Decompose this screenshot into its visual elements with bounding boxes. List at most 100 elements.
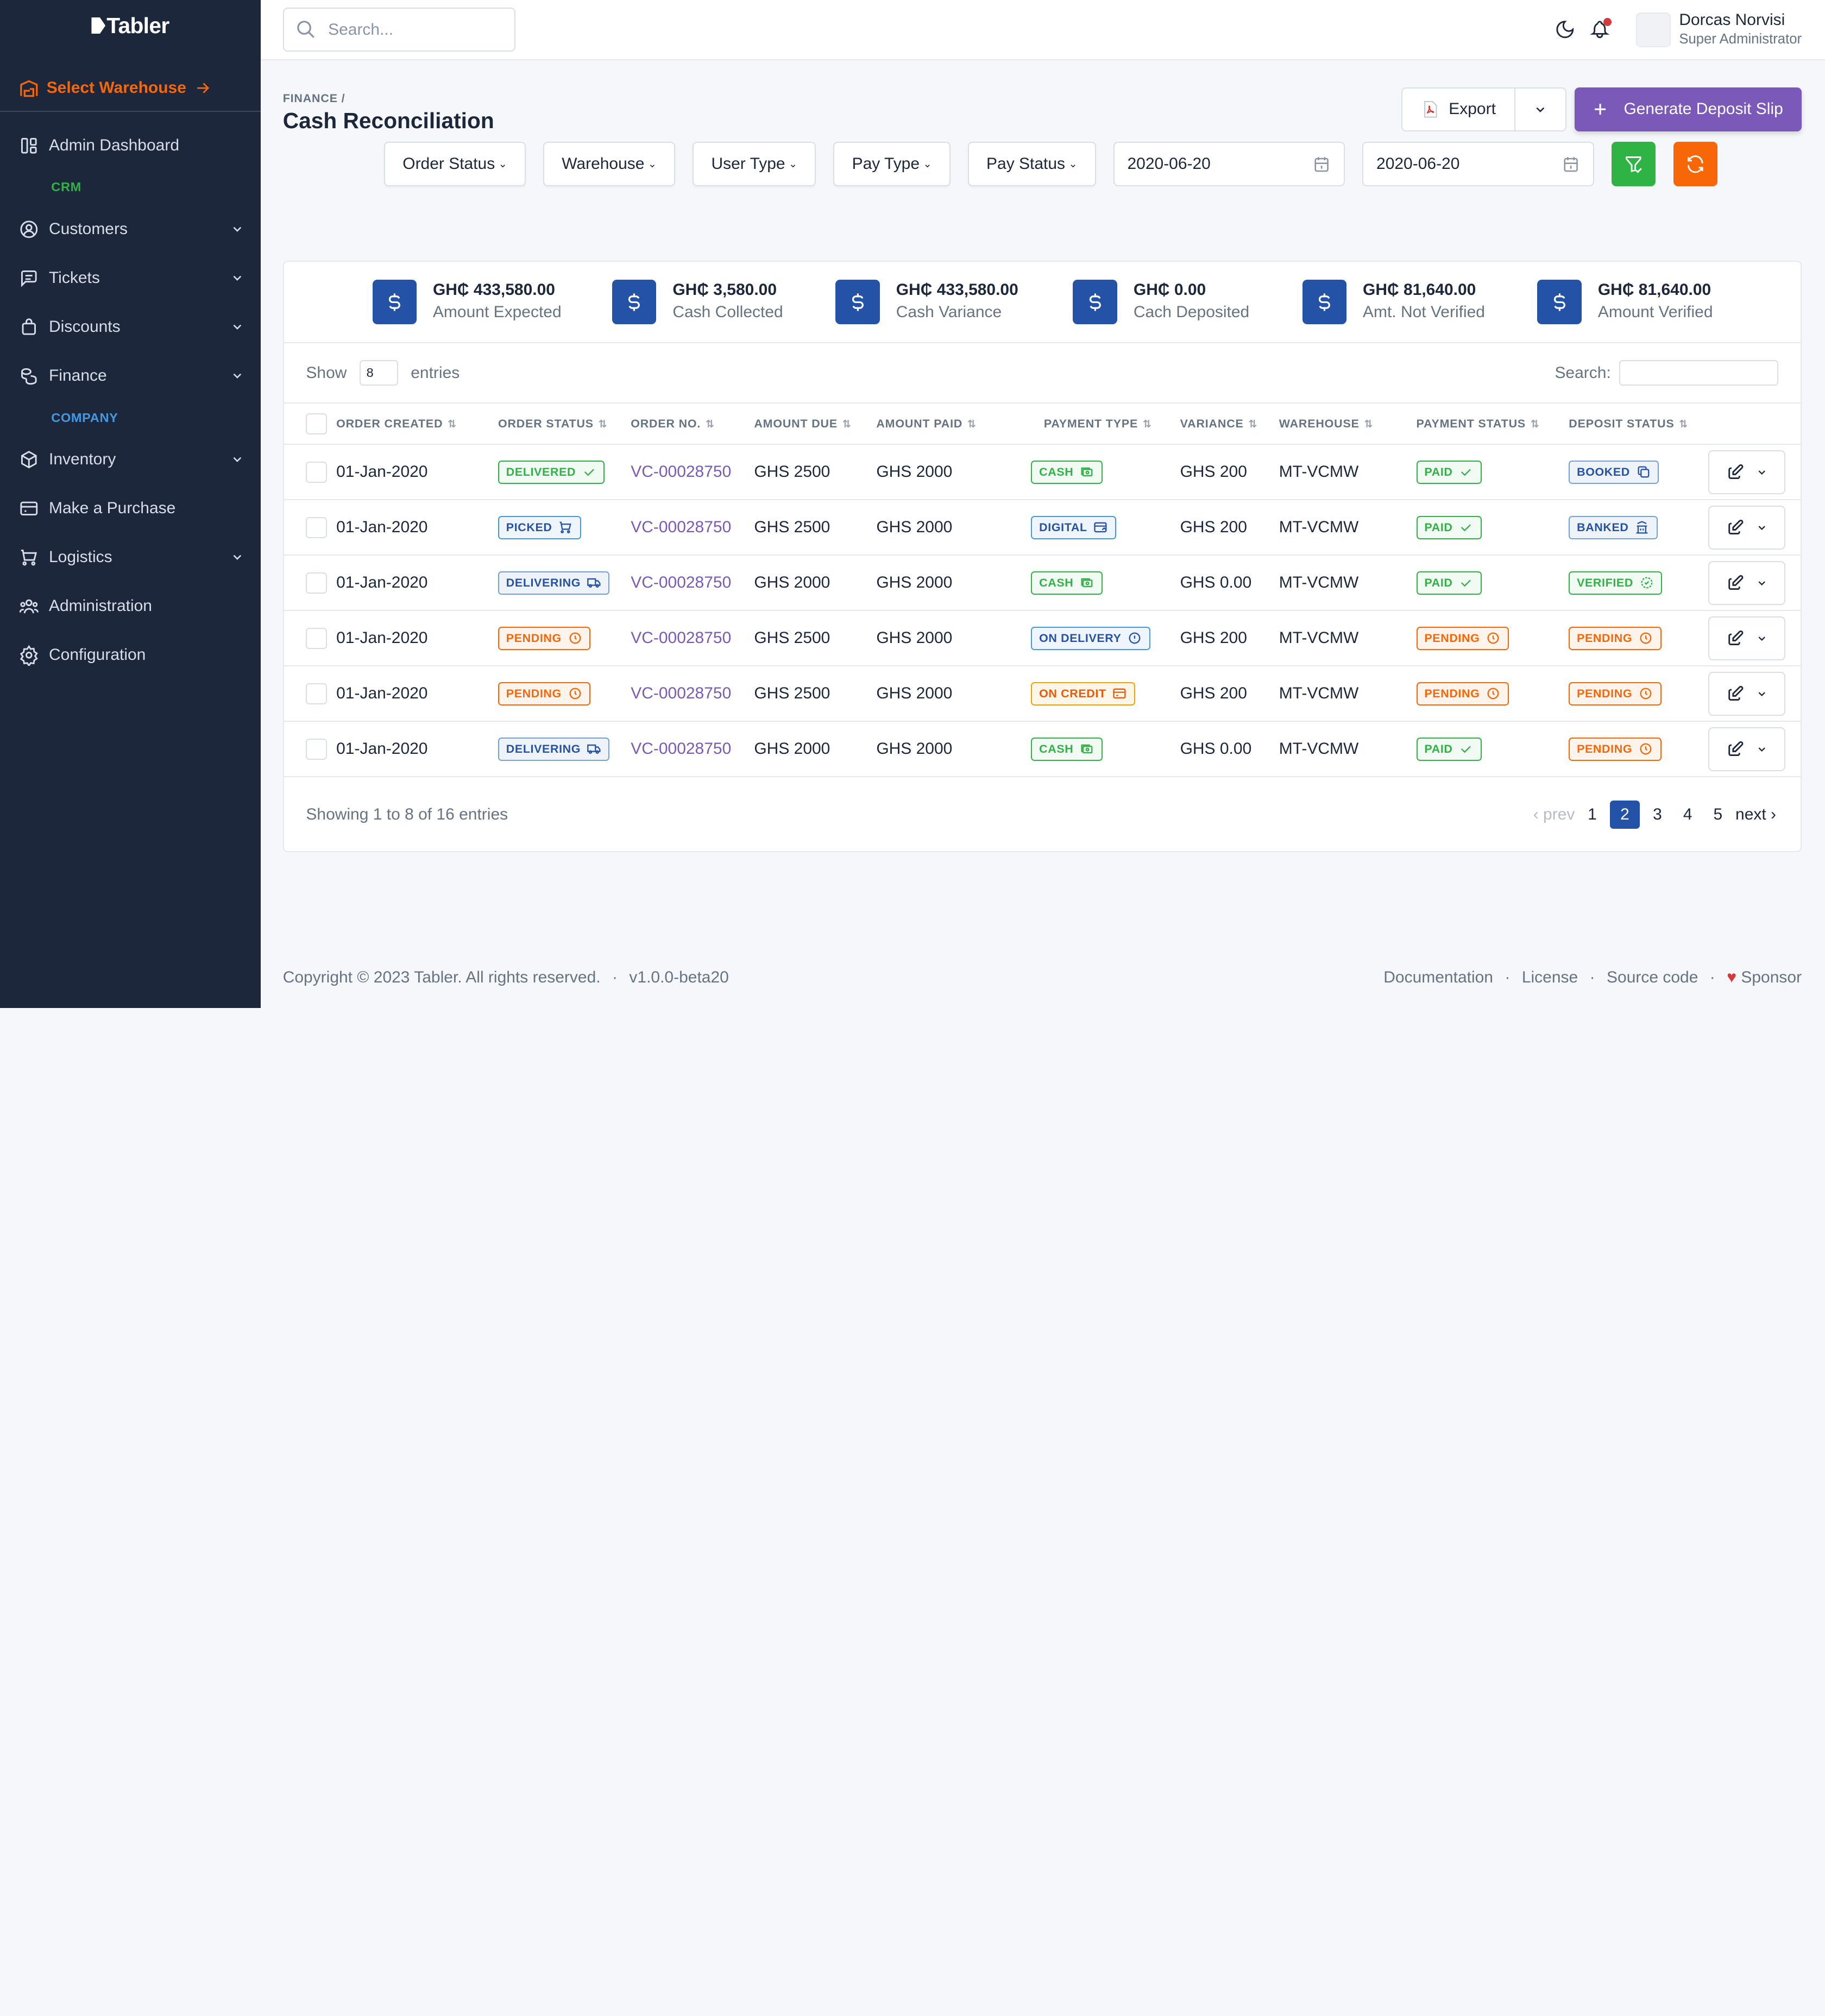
check-icon <box>1458 741 1474 757</box>
search-input[interactable]: Search... <box>282 8 516 52</box>
date-from-input[interactable]: 2020-06-20 <box>1113 142 1345 186</box>
moon-icon[interactable] <box>1552 17 1578 42</box>
column-header[interactable]: AMOUNT PAID ⇅ <box>876 404 1023 445</box>
row-actions-button[interactable] <box>1708 505 1785 550</box>
shopping-bag-icon <box>18 317 40 338</box>
column-header[interactable]: PAYMENT STATUS ⇅ <box>1395 404 1548 445</box>
page-2-button[interactable]: 2 <box>1609 801 1640 829</box>
tabler-logo-icon <box>91 17 106 34</box>
order-number-link[interactable]: VC-00028750 <box>631 740 732 758</box>
sidebar-item-admin-dashboard[interactable]: Admin Dashboard <box>0 121 261 170</box>
sidebar-item-logistics[interactable]: Logistics <box>0 533 261 582</box>
header-actions: Export Generate Deposit Slip <box>1401 87 1802 132</box>
sponsor-link[interactable]: ♥ Sponsor <box>1727 968 1802 986</box>
caret-down-icon: ⌄ <box>1068 159 1078 171</box>
chevron-down-icon <box>1758 525 1766 530</box>
column-header[interactable]: WAREHOUSE ⇅ <box>1258 404 1395 445</box>
chevron-down-icon <box>233 324 242 330</box>
column-header[interactable]: AMOUNT DUE ⇅ <box>754 404 877 445</box>
row-actions-button[interactable] <box>1708 616 1785 661</box>
column-header[interactable]: DEPOSIT STATUS ⇅ <box>1547 404 1698 445</box>
page-4-button[interactable]: 4 <box>1683 805 1692 823</box>
entries-select[interactable]: 8 <box>359 360 398 386</box>
prev-page-button[interactable]: ‹ prev <box>1533 805 1575 823</box>
brand-logo[interactable]: Tabler <box>0 0 261 51</box>
avatar[interactable] <box>1636 12 1671 47</box>
column-header[interactable]: ORDER STATUS ⇅ <box>498 404 631 445</box>
documentation-link[interactable]: Documentation <box>1383 968 1493 986</box>
row-checkbox[interactable] <box>306 683 327 704</box>
column-header[interactable]: VARIANCE ⇅ <box>1159 404 1258 445</box>
sidebar-item-customers[interactable]: Customers <box>0 205 261 254</box>
order-number-link[interactable]: VC-00028750 <box>631 518 732 537</box>
order-status-badge: PENDING <box>498 682 591 705</box>
reset-filter-button[interactable] <box>1673 142 1717 186</box>
row-checkbox[interactable] <box>306 517 327 538</box>
export-button[interactable]: Export <box>1401 87 1516 132</box>
sidebar-item-label: Finance <box>48 367 107 385</box>
user-menu[interactable]: Dorcas Norvisi Super Administrator <box>1679 11 1802 48</box>
deposit-status-badge: PENDING <box>1569 737 1662 761</box>
rosette-check-icon <box>1639 575 1654 590</box>
next-page-button[interactable]: next › <box>1735 805 1777 823</box>
dashboard-icon <box>18 135 40 156</box>
arrow-right-icon <box>197 83 209 93</box>
order-number-link[interactable]: VC-00028750 <box>631 684 732 703</box>
row-checkbox[interactable] <box>306 739 327 760</box>
amount-due-cell: GHS 2000 <box>754 555 877 612</box>
select-warehouse-button[interactable]: Select Warehouse <box>0 65 261 112</box>
pay-type-filter[interactable]: Pay Type ⌄ <box>833 142 951 186</box>
warehouse-cell: MT-VCMW <box>1258 444 1395 501</box>
deposit-status-badge: PENDING <box>1569 626 1662 650</box>
show-label: Show <box>306 363 347 382</box>
chevron-down-icon <box>1537 107 1545 112</box>
calendar-icon <box>1314 157 1329 172</box>
order-number-link[interactable]: VC-00028750 <box>631 629 732 647</box>
pay-status-filter[interactable]: Pay Status ⌄ <box>967 142 1096 186</box>
payment-type-badge: DIGITAL <box>1031 515 1117 539</box>
column-header[interactable]: PAYMENT TYPE ⇅ <box>1023 404 1160 445</box>
license-link[interactable]: License <box>1521 968 1578 986</box>
payment-type-badge: CASH <box>1031 737 1103 761</box>
apply-filter-button[interactable] <box>1612 142 1656 186</box>
row-actions-button[interactable] <box>1708 560 1785 606</box>
order-number-link[interactable]: VC-00028750 <box>631 463 732 481</box>
sidebar-item-finance[interactable]: Finance <box>0 351 261 400</box>
generate-deposit-slip-button[interactable]: Generate Deposit Slip <box>1575 87 1802 132</box>
variance-cell: GHS 200 <box>1159 610 1258 667</box>
source-code-link[interactable]: Source code <box>1607 968 1698 986</box>
variance-cell: GHS 0.00 <box>1159 555 1258 612</box>
stat-value: GH₵ 433,580.00 <box>432 281 555 299</box>
page-5-button[interactable]: 5 <box>1713 805 1723 823</box>
page-3-button[interactable]: 3 <box>1653 805 1662 823</box>
column-header[interactable]: ORDER NO. ⇅ <box>631 404 754 445</box>
row-actions-button[interactable] <box>1708 727 1785 771</box>
version-link[interactable]: v1.0.0-beta20 <box>629 968 729 986</box>
check-icon <box>1458 575 1474 590</box>
sidebar-item-make-purchase[interactable]: Make a Purchase <box>0 484 261 533</box>
column-header[interactable]: ORDER CREATED ⇅ <box>336 404 498 445</box>
order-created-cell: 01-Jan-2020 <box>336 500 498 556</box>
stat-amount-verified: GH₵ 81,640.00 Amount Verified <box>1537 280 1713 324</box>
row-checkbox[interactable] <box>306 628 327 649</box>
user-type-filter[interactable]: User Type ⌄ <box>693 142 816 186</box>
export-dropdown-toggle[interactable] <box>1515 87 1567 132</box>
row-actions-button[interactable] <box>1708 450 1785 495</box>
bell-icon[interactable] <box>1587 17 1613 42</box>
sidebar-item-inventory[interactable]: Inventory <box>0 435 261 484</box>
order-status-filter[interactable]: Order Status ⌄ <box>384 142 526 186</box>
warehouse-filter[interactable]: Warehouse ⌄ <box>543 142 676 186</box>
sidebar-item-tickets[interactable]: Tickets <box>0 254 261 303</box>
row-actions-button[interactable] <box>1708 671 1785 716</box>
page-1-button[interactable]: 1 <box>1588 805 1597 823</box>
row-checkbox[interactable] <box>306 462 327 483</box>
order-number-link[interactable]: VC-00028750 <box>631 574 732 592</box>
row-checkbox[interactable] <box>306 572 327 594</box>
date-to-input[interactable]: 2020-06-20 <box>1362 142 1594 186</box>
sidebar-item-discounts[interactable]: Discounts <box>0 303 261 351</box>
sidebar-item-configuration[interactable]: Configuration <box>0 631 261 679</box>
select-all-checkbox[interactable] <box>306 413 327 434</box>
sidebar-item-administration[interactable]: Administration <box>0 582 261 631</box>
user-role: Super Administrator <box>1679 31 1802 47</box>
table-search-input[interactable] <box>1619 360 1779 386</box>
